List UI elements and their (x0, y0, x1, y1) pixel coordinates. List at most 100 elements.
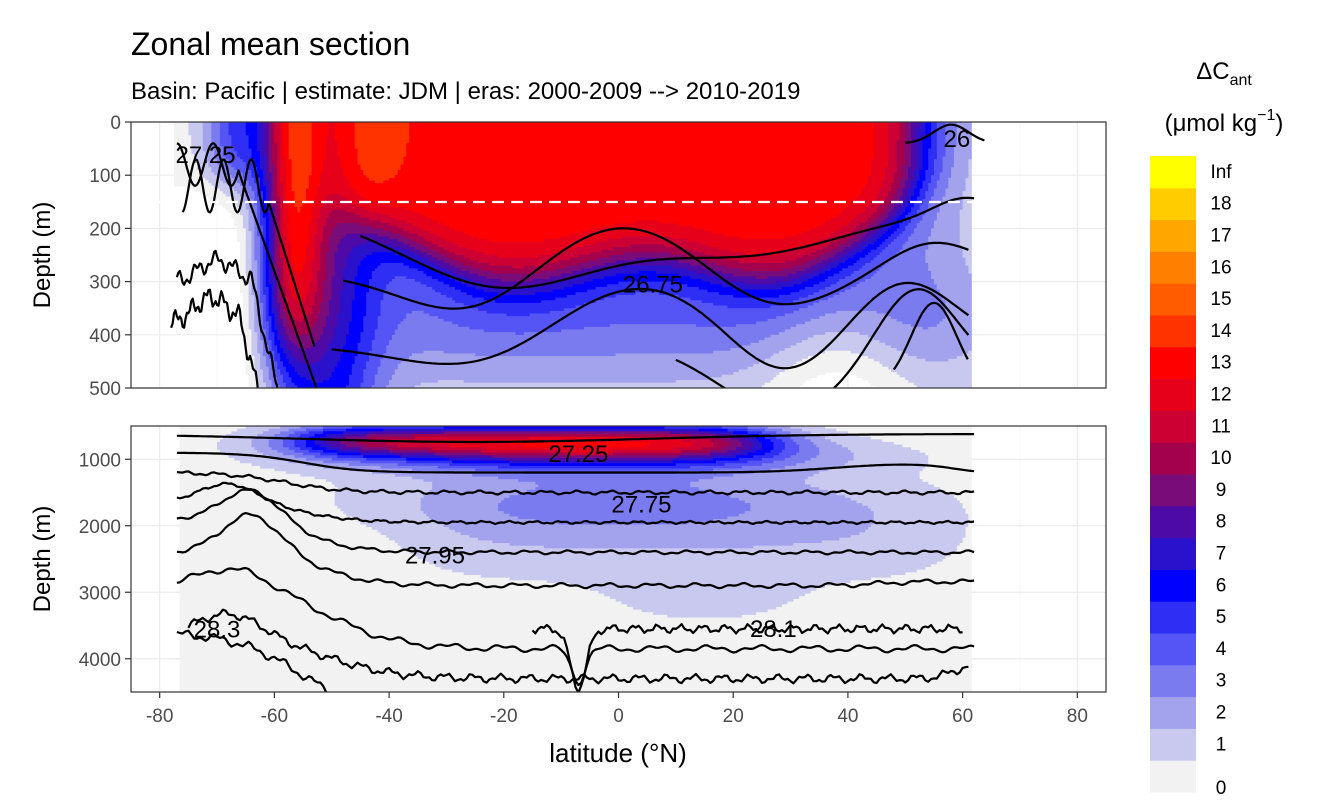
contour-cell (397, 364, 754, 368)
contour-cell (343, 278, 356, 283)
contour-cell (822, 540, 964, 544)
contour-cell (297, 372, 333, 376)
contour-cell (922, 326, 929, 331)
contour-cell (437, 270, 453, 275)
contour-cell (896, 252, 926, 256)
contour-cell (257, 122, 264, 126)
contour-cell (770, 305, 809, 309)
contour-cell (239, 265, 247, 269)
contour-cell (727, 516, 875, 520)
contour-cell (847, 460, 929, 464)
contour-cell (326, 145, 339, 150)
contour-cell (219, 143, 232, 147)
isopycnal-line (176, 433, 975, 444)
contour-cell (343, 286, 356, 291)
contour-cell (896, 151, 906, 155)
contour-cell (260, 255, 264, 259)
contour-cell (799, 247, 823, 251)
isopycnal-label: 27.95 (405, 543, 465, 570)
contour-cell (922, 161, 929, 166)
contour-cell (403, 156, 875, 160)
contour-cell (936, 215, 961, 219)
contour-cell (902, 321, 941, 325)
contour-cell (948, 177, 967, 182)
contour-cell (254, 308, 258, 312)
contour-cell (466, 247, 577, 251)
contour-cell (391, 278, 416, 283)
contour-cell (326, 148, 339, 152)
contour-cell (274, 278, 278, 283)
contour-cell (245, 369, 255, 373)
contour-cell (882, 183, 892, 187)
contour-cell (219, 124, 230, 128)
contour-cell (277, 334, 284, 339)
contour-cell (678, 260, 708, 264)
contour-cell (357, 519, 433, 523)
contour-cell (277, 249, 281, 253)
contour-cell (486, 276, 551, 280)
contour-cell (305, 348, 330, 352)
contour-cell (260, 318, 264, 323)
contour-cell (274, 270, 281, 275)
contour-cell (575, 276, 605, 280)
contour-cell (867, 252, 881, 256)
contour-cell (280, 324, 284, 328)
contour-cell (337, 455, 364, 459)
contour-cell (354, 286, 370, 291)
contour-cell (179, 553, 416, 557)
contour-cell (291, 260, 307, 264)
contour-cell (747, 366, 789, 370)
contour-cell (271, 247, 275, 251)
contour-cell (876, 385, 918, 388)
contour-cell (773, 377, 812, 381)
contour-cell (280, 172, 287, 176)
contour-cell (377, 321, 402, 325)
contour-cell (893, 441, 972, 446)
contour-cell (371, 385, 387, 388)
contour-cell (928, 183, 938, 187)
contour-cell (262, 145, 270, 150)
contour-cell (575, 305, 729, 309)
contour-cell (354, 294, 367, 299)
legend-label: 5 (1216, 607, 1227, 628)
contour-cell (374, 374, 393, 378)
contour-cell (905, 183, 912, 187)
contour-cell (383, 292, 442, 296)
contour-cell (853, 270, 878, 275)
contour-cell (905, 207, 912, 211)
contour-cell (896, 212, 903, 216)
contour-cell (237, 191, 247, 195)
contour-cell (796, 452, 820, 456)
contour-cell (285, 236, 290, 240)
contour-cell (326, 265, 336, 269)
contour-cell (386, 350, 425, 355)
contour-cell (262, 180, 270, 184)
contour-cell (876, 196, 886, 200)
contour-cell (265, 310, 270, 315)
contour-cell (303, 265, 313, 269)
contour-cell (277, 161, 281, 166)
contour-cell (291, 177, 310, 182)
contour-cell (265, 318, 273, 323)
contour-cell (443, 426, 665, 430)
contour-cell (931, 137, 938, 142)
contour-cell (239, 273, 247, 277)
contour-cell (340, 289, 356, 293)
contour-cell (280, 310, 287, 315)
contour-cell (954, 159, 969, 163)
contour-cell (601, 225, 694, 229)
contour-cell (254, 310, 258, 315)
contour-cell (248, 313, 255, 317)
contour-cell (535, 487, 700, 491)
contour-cell (698, 286, 734, 291)
contour-cell (300, 433, 316, 438)
contour-cell (856, 260, 872, 264)
contour-cell (503, 511, 746, 515)
contour-cell (311, 122, 330, 126)
contour-cell (397, 172, 872, 176)
contour-cell (179, 460, 241, 464)
contour-cell (277, 148, 281, 152)
contour-cell (394, 252, 416, 256)
isopycnal-line (331, 281, 970, 370)
contour-cell (348, 332, 362, 336)
